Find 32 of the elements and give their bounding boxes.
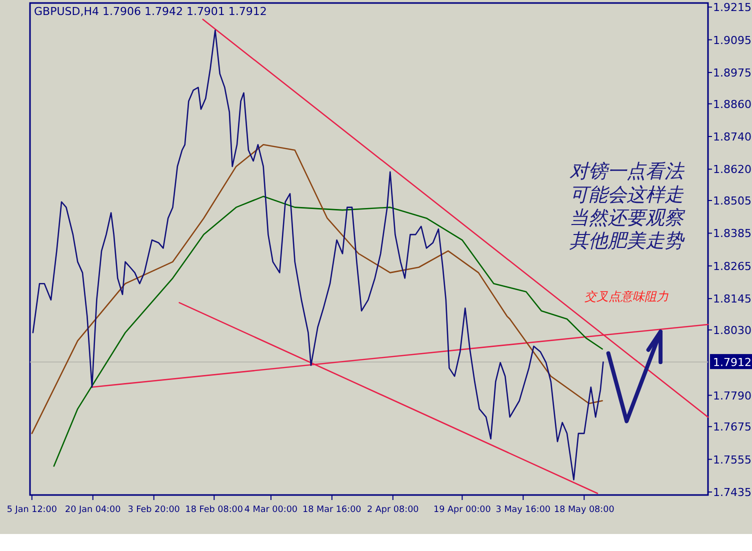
y-tick-label: 1.8385 (713, 227, 752, 240)
x-tick-label: 18 May 08:00 (554, 505, 615, 515)
x-tick-label: 5 Jan 12:00 (6, 505, 58, 515)
annotation: 其他肥美走势 (570, 230, 686, 252)
y-tick-label: 1.8030 (713, 324, 752, 337)
y-tick-label: 1.8265 (713, 260, 752, 273)
y-tick-label: 1.8740 (713, 130, 752, 144)
ref-line-label: 1.7912 (713, 356, 752, 370)
y-tick-label: 1.8145 (713, 292, 752, 306)
y-tick-label: 1.8975 (713, 66, 752, 80)
y-tick-label: 1.8620 (713, 163, 752, 176)
y-tick-label: 1.7675 (713, 420, 752, 434)
y-tick-label: 1.9095 (713, 34, 752, 47)
annotation: 对镑一点看法 (570, 160, 686, 183)
annotation: 当然还要观察 (570, 206, 686, 229)
y-tick-label: 1.7435 (713, 486, 752, 500)
x-tick-label: 19 Apr 00:00 (434, 505, 492, 515)
y-tick-label: 1.7790 (713, 389, 752, 402)
x-tick-label: 18 Feb 08:00 (185, 505, 244, 515)
y-tick-label: 1.8505 (713, 194, 752, 208)
chart-title: GBPUSD,H4 1.7906 1.7942 1.7901 1.7912 (34, 5, 267, 18)
y-tick-label: 1.9215 (713, 1, 752, 14)
x-tick-label: 3 May 16:00 (496, 505, 551, 515)
x-tick-label: 3 Feb 20:00 (128, 505, 180, 515)
annotation: 可能会这样走 (570, 184, 685, 206)
x-tick-label: 20 Jan 04:00 (65, 505, 122, 515)
x-tick-label: 2 Apr 08:00 (367, 505, 420, 515)
x-tick-label: 18 Mar 16:00 (302, 505, 362, 515)
y-tick-label: 1.7555 (713, 453, 752, 466)
x-tick-label: 4 Mar 00:00 (244, 505, 298, 515)
annotation: 交叉点意味阻力 (584, 290, 669, 304)
y-tick-label: 1.8860 (713, 98, 752, 111)
